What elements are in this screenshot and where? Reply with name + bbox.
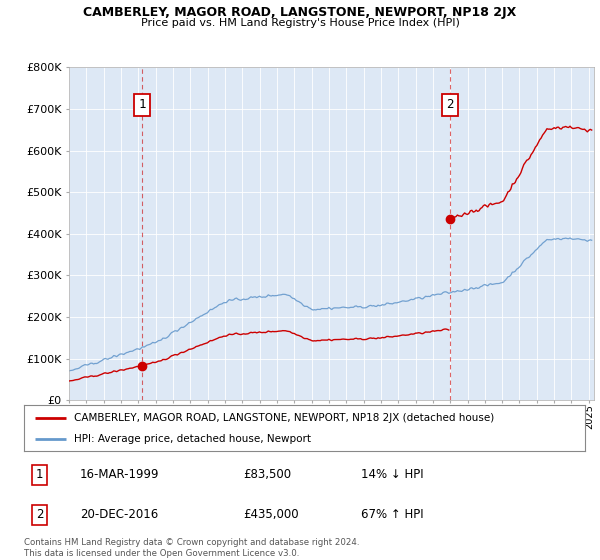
Text: £83,500: £83,500 (243, 468, 291, 481)
Text: 2: 2 (446, 98, 454, 111)
Text: 20-DEC-2016: 20-DEC-2016 (80, 508, 158, 521)
Text: HPI: Average price, detached house, Newport: HPI: Average price, detached house, Newp… (74, 435, 311, 444)
Text: CAMBERLEY, MAGOR ROAD, LANGSTONE, NEWPORT, NP18 2JX (detached house): CAMBERLEY, MAGOR ROAD, LANGSTONE, NEWPOR… (74, 413, 495, 423)
Text: CAMBERLEY, MAGOR ROAD, LANGSTONE, NEWPORT, NP18 2JX: CAMBERLEY, MAGOR ROAD, LANGSTONE, NEWPOR… (83, 6, 517, 18)
Text: £435,000: £435,000 (243, 508, 298, 521)
Text: 16-MAR-1999: 16-MAR-1999 (80, 468, 160, 481)
Text: 14% ↓ HPI: 14% ↓ HPI (361, 468, 423, 481)
Text: 67% ↑ HPI: 67% ↑ HPI (361, 508, 423, 521)
Text: 1: 1 (36, 468, 43, 481)
Text: 2: 2 (36, 508, 43, 521)
Text: Contains HM Land Registry data © Crown copyright and database right 2024.
This d: Contains HM Land Registry data © Crown c… (24, 538, 359, 558)
Text: Price paid vs. HM Land Registry's House Price Index (HPI): Price paid vs. HM Land Registry's House … (140, 18, 460, 28)
Text: 1: 1 (138, 98, 146, 111)
